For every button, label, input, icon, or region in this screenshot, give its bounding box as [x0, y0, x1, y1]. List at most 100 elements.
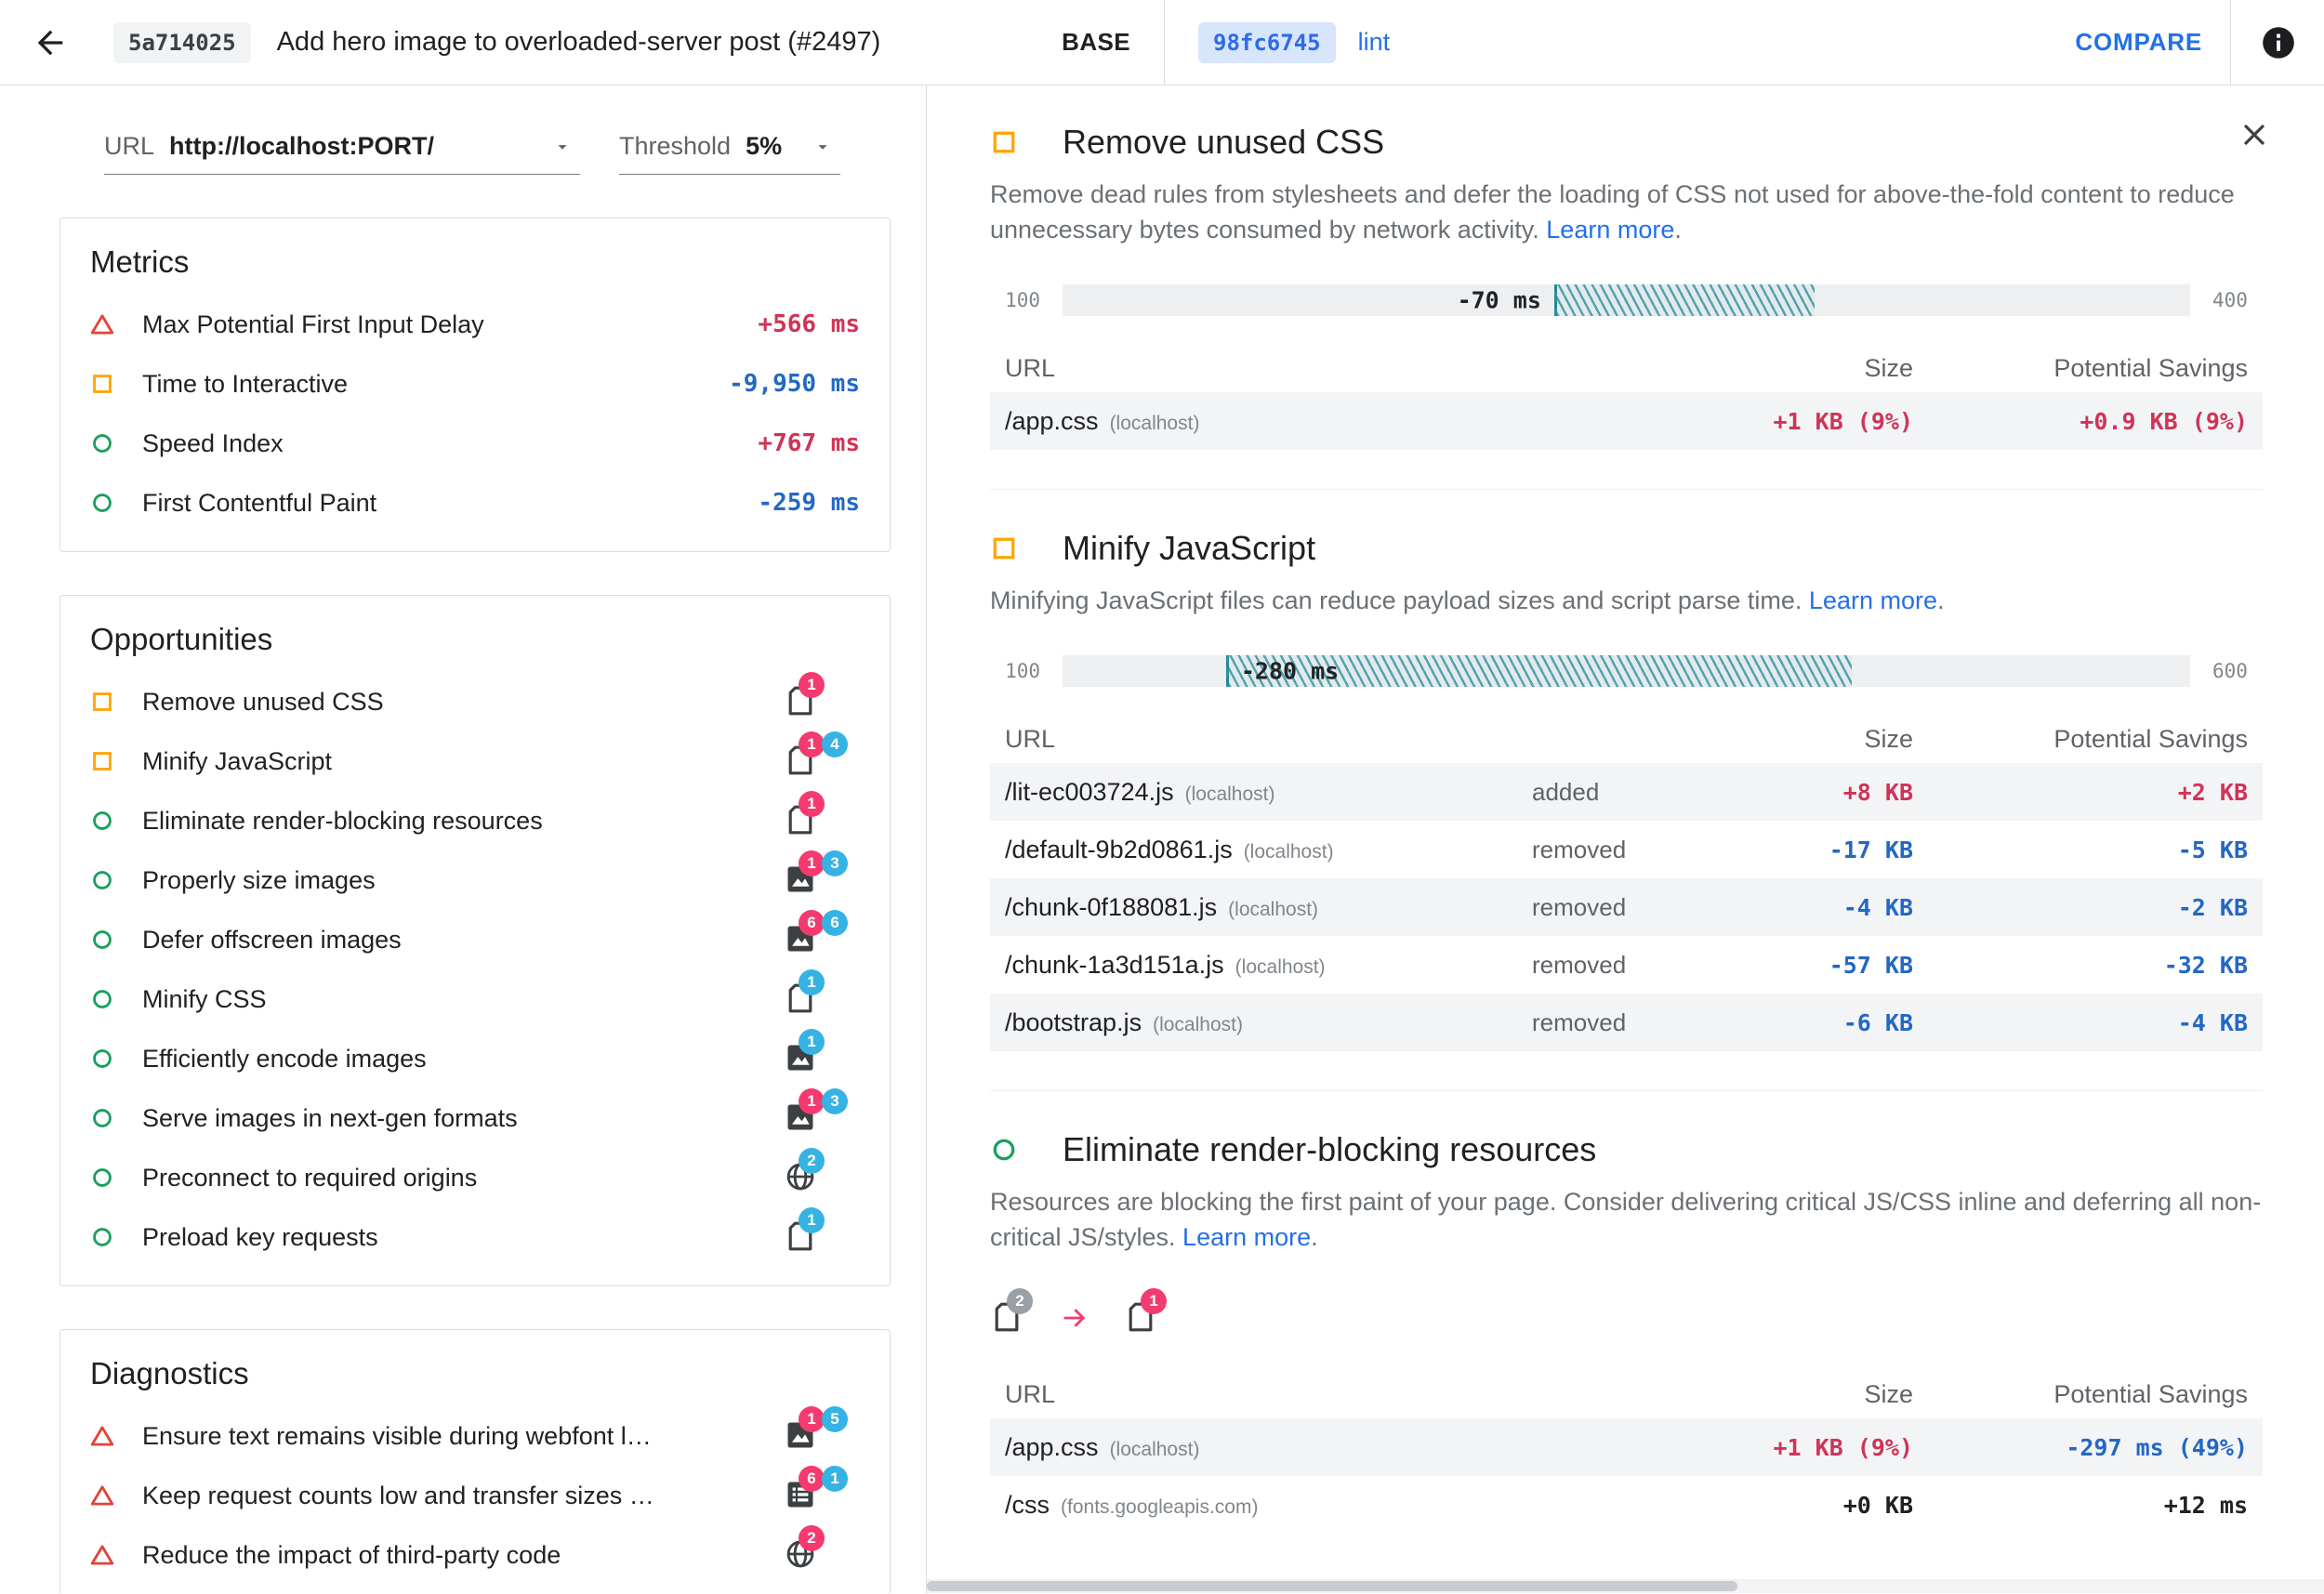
column-size: Size — [1864, 1379, 1913, 1408]
scrollbar-thumb[interactable] — [927, 1581, 1737, 1591]
change-label: removed — [1532, 835, 1627, 863]
delta-label: -70 ms — [1457, 286, 1541, 314]
audit-detail-section: Eliminate render-blocking resources Resou… — [990, 1090, 2263, 1534]
learn-more-link[interactable]: Learn more — [1546, 216, 1675, 244]
url-select[interactable]: URL http://localhost:PORT/ — [104, 128, 580, 175]
horizontal-scrollbar[interactable] — [927, 1579, 2324, 1593]
column-size: Size — [1864, 724, 1913, 753]
compare-button[interactable]: COMPARE — [2075, 28, 2202, 56]
size-value: +1 KB (9%) — [1773, 407, 1913, 435]
change-label: removed — [1532, 892, 1627, 921]
pass-icon — [90, 1166, 120, 1190]
audit-label: Minify CSS — [142, 984, 267, 1013]
url-value: http://localhost:PORT/ — [169, 132, 434, 160]
pass-icon — [990, 1136, 1020, 1164]
main-layout: URL http://localhost:PORT/ Threshold 5% … — [0, 86, 2324, 1593]
resource-url: /default-9b2d0861.js — [1005, 835, 1233, 863]
savings-value: +2 KB — [2177, 778, 2248, 806]
savings-value: +0.9 KB (9%) — [2080, 407, 2248, 435]
chevron-down-icon — [812, 137, 833, 157]
table-row: /default-9b2d0861.js (localhost) removed -1… — [990, 821, 2263, 878]
opportunity-row[interactable]: Preload key requests 1 — [90, 1207, 860, 1267]
pass-icon — [90, 491, 120, 515]
diagnostic-row[interactable]: Reduce the impact of third-party code 2 — [90, 1525, 860, 1585]
metric-row[interactable]: First Contentful Paint -259 ms — [90, 473, 860, 533]
table-row: /app.css (localhost) +1 KB (9%) -297 ms (49… — [990, 1418, 2263, 1476]
pass-icon — [90, 1225, 120, 1249]
column-url: URL — [1005, 353, 1056, 382]
savings-chart: 100 -280 ms 600 — [990, 655, 2263, 687]
audit-label: Properly size images — [142, 865, 376, 894]
opportunity-row[interactable]: Defer offscreen images 6 6 — [90, 910, 860, 969]
topbar-right: 98fc6745 lint COMPARE — [1165, 0, 2324, 85]
audit-label: Preload key requests — [142, 1222, 378, 1251]
count-badge: 1 — [799, 1406, 825, 1432]
opportunity-row[interactable]: Serve images in next-gen formats 1 3 — [90, 1088, 860, 1148]
opportunity-row[interactable]: Efficiently encode images 1 — [90, 1029, 860, 1088]
metric-label: Time to Interactive — [142, 369, 349, 398]
metrics-list: Max Potential First Input Delay +566 ms Ti… — [90, 295, 860, 533]
globe-icon: 2 — [784, 1525, 825, 1573]
compare-hash-badge[interactable]: 98fc6745 — [1198, 21, 1336, 63]
controls-row: URL http://localhost:PORT/ Threshold 5% — [104, 128, 926, 175]
learn-more-link[interactable]: Learn more — [1182, 1223, 1312, 1251]
count-badge: 1 — [799, 1088, 825, 1114]
count-badge: 6 — [799, 910, 825, 936]
audit-label: Keep request counts low and transfer siz… — [142, 1481, 654, 1509]
opportunity-row[interactable]: Minify CSS 1 — [90, 969, 860, 1029]
metric-row[interactable]: Time to Interactive -9,950 ms — [90, 354, 860, 414]
resource-url: /bootstrap.js — [1005, 1008, 1142, 1036]
fail-icon — [90, 1483, 120, 1508]
count-badge: 4 — [822, 731, 848, 757]
doc-icon: 1 — [1124, 1288, 1167, 1336]
card-title: Metrics — [90, 244, 190, 279]
count-badge: 2 — [799, 1525, 825, 1551]
fail-icon — [90, 1424, 120, 1448]
metric-value: +767 ms — [758, 429, 860, 457]
diagnostic-row[interactable]: Ensure text remains visible during webfo… — [90, 1406, 860, 1466]
threshold-value: 5% — [746, 132, 783, 160]
metrics-card: Metrics Max Potential First Input Delay +… — [59, 217, 891, 552]
chart-hatch-region — [1553, 284, 1816, 316]
audit-detail-title: Minify JavaScript — [1063, 529, 1316, 567]
diagnostic-row[interactable]: Keep request counts low and transfer siz… — [90, 1466, 860, 1525]
base-hash-badge[interactable]: 5a714025 — [113, 21, 251, 63]
audit-detail-section: Minify JavaScript Minifying JavaScript fi… — [990, 489, 2263, 1051]
table-header: URL Size Potential Savings — [990, 715, 2263, 763]
column-savings: Potential Savings — [2053, 1379, 2248, 1408]
change-label: added — [1532, 777, 1600, 806]
info-icon[interactable] — [2259, 23, 2298, 62]
opportunity-row[interactable]: Preconnect to required origins 2 — [90, 1148, 860, 1207]
card-title: Opportunities — [90, 622, 273, 656]
diagnostics-card: Diagnostics Ensure text remains visible … — [59, 1329, 891, 1593]
metric-row[interactable]: Speed Index +767 ms — [90, 414, 860, 473]
count-badge: 1 — [799, 969, 825, 995]
opportunity-row[interactable]: Remove unused CSS 1 — [90, 672, 860, 731]
threshold-select[interactable]: Threshold 5% — [619, 128, 840, 175]
arrow-left-icon — [37, 30, 63, 55]
column-savings: Potential Savings — [2053, 724, 2248, 753]
size-value: +8 KB — [1842, 778, 1913, 806]
arrow-right-icon — [1059, 1302, 1090, 1334]
learn-more-link[interactable]: Learn more — [1808, 586, 1937, 614]
resource-url: /app.css — [1005, 1432, 1099, 1461]
opportunity-row[interactable]: Properly size images 1 3 — [90, 850, 860, 910]
back-button[interactable] — [32, 24, 69, 61]
doc-icon: 2 — [990, 1288, 1033, 1336]
chart-hatch-region — [1225, 655, 1853, 687]
count-badge: 1 — [799, 731, 825, 757]
opportunity-row[interactable]: Minify JavaScript 1 4 — [90, 731, 860, 791]
table-row: /lit-ec003724.js (localhost) added +8 KB +2 … — [990, 763, 2263, 821]
audit-detail-title: Eliminate render-blocking resources — [1063, 1130, 1597, 1168]
column-url: URL — [1005, 1379, 1056, 1408]
resource-url: /chunk-0f188081.js — [1005, 892, 1218, 921]
metric-row[interactable]: Max Potential First Input Delay +566 ms — [90, 295, 860, 354]
close-button[interactable] — [2237, 117, 2272, 157]
pass-icon — [90, 987, 120, 1011]
savings-value: -297 ms (49%) — [2066, 1433, 2248, 1461]
size-value: -6 KB — [1842, 1008, 1913, 1036]
count-badge: 3 — [822, 1088, 848, 1114]
card-title: Diagnostics — [90, 1356, 249, 1390]
opportunity-row[interactable]: Eliminate render-blocking resources 1 — [90, 791, 860, 850]
table-row: /app.css (localhost) +1 KB (9%) +0.9 KB (9%… — [990, 392, 2263, 450]
